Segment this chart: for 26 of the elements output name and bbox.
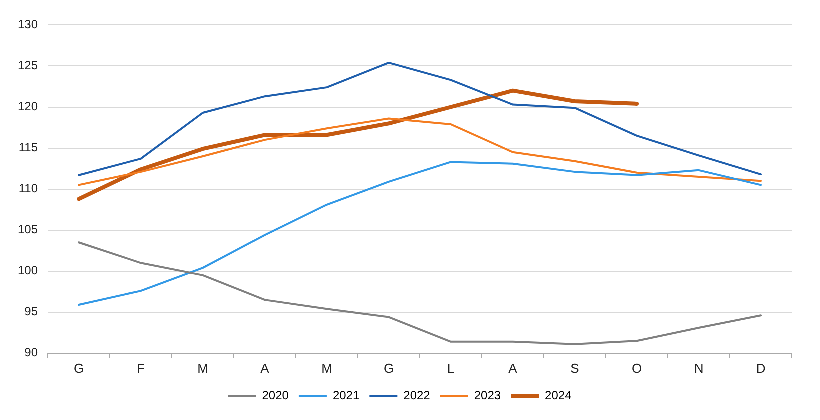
x-tick-label: A	[260, 360, 270, 376]
y-tick-label: 115	[18, 140, 38, 155]
x-tick-label: M	[322, 360, 332, 376]
x-tick-label: O	[632, 360, 642, 376]
legend-label: 2022	[404, 388, 431, 402]
legend-label: 2024	[545, 388, 572, 402]
x-tick-label: D	[756, 360, 766, 376]
y-tick-label: 110	[18, 182, 38, 196]
x-tick-label: L	[447, 360, 455, 376]
y-tick-label: 95	[24, 304, 38, 319]
y-tick-label: 120	[18, 100, 38, 114]
x-tick-label: A	[508, 360, 518, 376]
legend-label: 2021	[332, 388, 360, 402]
y-tick-label: 130	[18, 18, 38, 32]
x-tick-label: M	[198, 360, 208, 376]
legend-label: 2020	[262, 388, 290, 402]
x-tick-label: G	[384, 360, 394, 376]
x-tick-label: G	[74, 360, 84, 376]
y-tick-label: 125	[18, 58, 38, 73]
x-tick-label: S	[570, 360, 580, 376]
y-tick-label: 100	[18, 264, 38, 278]
y-tick-label: 90	[24, 346, 38, 360]
x-tick-label: F	[137, 360, 146, 376]
x-tick-label: N	[694, 360, 704, 376]
y-tick-label: 105	[18, 222, 38, 237]
legend-label: 2023	[474, 388, 502, 402]
